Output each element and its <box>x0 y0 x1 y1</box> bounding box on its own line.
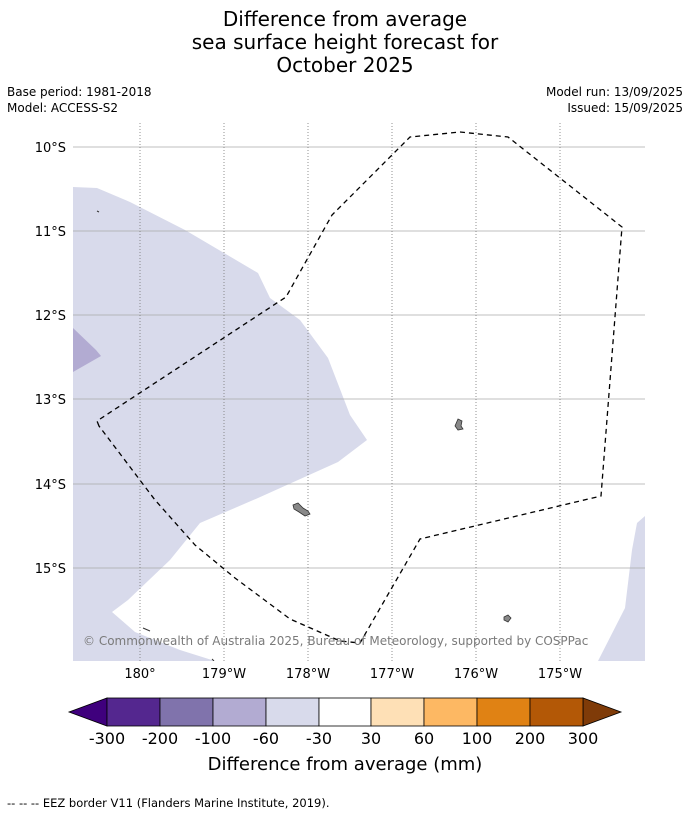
title-line-2: sea surface height forecast for <box>191 30 499 54</box>
lat-label-12s: 12°S <box>35 309 66 324</box>
lon-label-178w: 178°W <box>286 667 330 682</box>
latitude-gridlines <box>73 146 645 569</box>
longitude-labels: 180° 179°W 178°W 177°W 176°W 175°W <box>124 667 582 682</box>
cb-tick-200: 200 <box>515 729 546 748</box>
colorbar-bin-1 <box>106 697 161 727</box>
cb-tick-minus-200: -200 <box>142 729 178 748</box>
colorbar-label: Difference from average (mm) <box>208 754 483 775</box>
model-name: Model: ACCESS-S2 <box>7 101 119 115</box>
cb-tick-minus-100: -100 <box>195 729 231 748</box>
island-niuafoou <box>503 614 512 623</box>
meta-right: Model run: 13/09/2025 Issued: 15/09/2025 <box>546 84 683 116</box>
lon-label-179w: 179°W <box>202 667 246 682</box>
lat-label-10s: 10°S <box>35 141 66 156</box>
cb-tick-minus-60: -60 <box>253 729 279 748</box>
title-line-1: Difference from average <box>222 7 468 31</box>
colorbar-bin-7 <box>423 697 478 727</box>
map-plot-area: © Commonwealth of Australia 2025, Bureau… <box>73 123 645 661</box>
lat-label-11s: 11°S <box>35 225 66 240</box>
lon-label-175w: 175°W <box>538 667 582 682</box>
colorbar-tick-labels: -300 -200 -100 -60 -30 30 60 100 200 300 <box>89 729 598 748</box>
island-rock-south-2 <box>211 658 215 661</box>
eez-border <box>96 131 623 644</box>
island-rock-south <box>142 627 151 632</box>
meta-left: Base period: 1981-2018 Model: ACCESS-S2 <box>7 84 152 116</box>
island-futuna <box>292 502 311 517</box>
colorbar-bin-2 <box>159 697 214 727</box>
lon-label-180: 180° <box>124 667 155 682</box>
chart-title: Difference from average sea surface heig… <box>0 8 690 77</box>
colorbar-bin-6 <box>370 697 425 727</box>
latitude-labels: 10°S 11°S 12°S 13°S 14°S 15°S <box>35 141 66 577</box>
colorbar-bin-5 <box>318 697 372 727</box>
cb-tick-30: 30 <box>361 729 381 748</box>
lat-label-14s: 14°S <box>35 478 66 493</box>
cb-tick-100: 100 <box>462 729 493 748</box>
colorbar-bin-4 <box>265 697 320 727</box>
lon-label-176w: 176°W <box>454 667 498 682</box>
colorbar-over-arrow <box>582 697 623 727</box>
cb-tick-60: 60 <box>414 729 434 748</box>
lon-label-177w: 177°W <box>370 667 414 682</box>
island-rock-west <box>96 210 100 213</box>
colorbar-bin-3 <box>212 697 267 727</box>
anomaly-region-west <box>73 187 367 661</box>
colorbar-under-arrow <box>67 697 108 727</box>
eez-legend-note: -- -- -- EEZ border V11 (Flanders Marine… <box>7 796 330 810</box>
issued-date: Issued: 15/09/2025 <box>567 101 683 115</box>
copyright-text: © Commonwealth of Australia 2025, Bureau… <box>83 634 588 648</box>
colorbar-bin-9 <box>529 697 584 727</box>
base-period: Base period: 1981-2018 <box>7 85 152 99</box>
cb-tick-300: 300 <box>568 729 599 748</box>
title-line-3: October 2025 <box>276 53 414 77</box>
lat-label-15s: 15°S <box>35 562 66 577</box>
island-wallis <box>454 418 464 431</box>
model-run: Model run: 13/09/2025 <box>545 85 683 99</box>
anomaly-region-east <box>598 516 645 661</box>
cb-tick-minus-300: -300 <box>89 729 125 748</box>
anomaly-region-darker <box>73 328 101 372</box>
colorbar: -300 -200 -100 -60 -30 30 60 100 200 300… <box>67 697 623 775</box>
lat-label-13s: 13°S <box>35 393 66 408</box>
colorbar-bin-8 <box>476 697 531 727</box>
cb-tick-minus-30: -30 <box>306 729 332 748</box>
